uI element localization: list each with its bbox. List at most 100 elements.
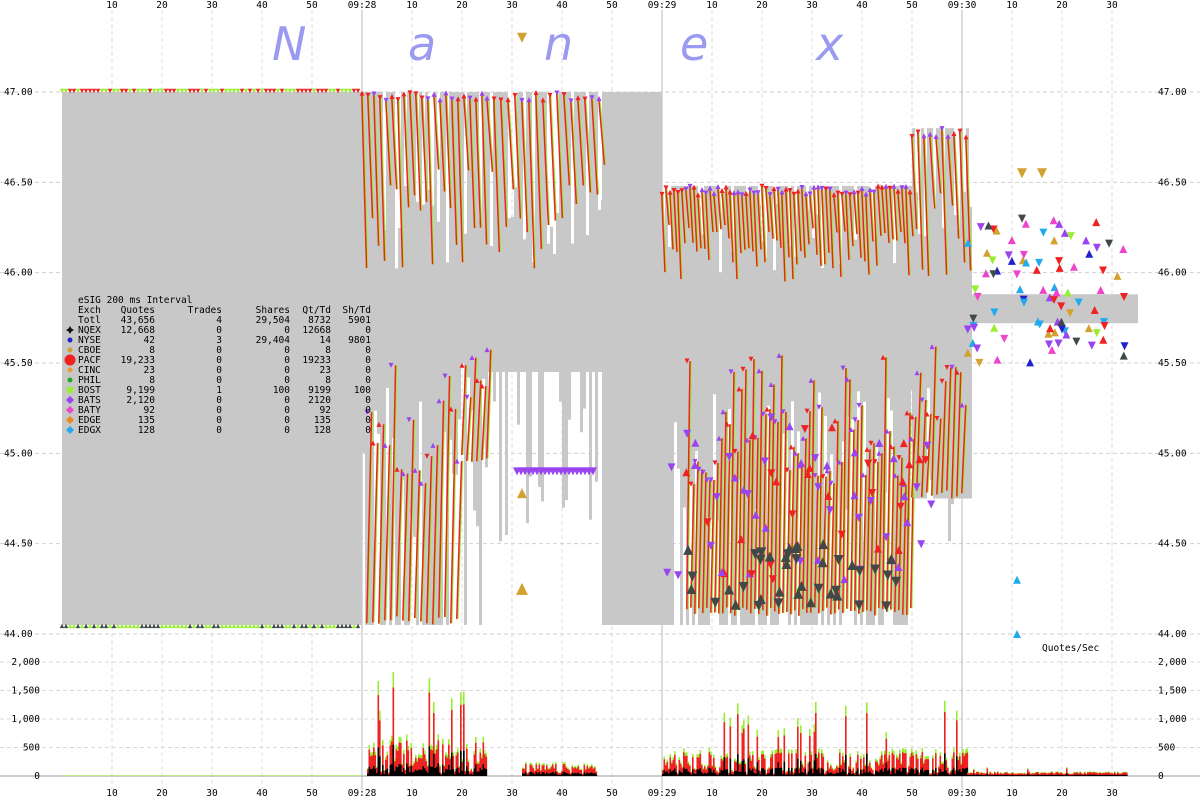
qps-bar: [899, 768, 901, 776]
quote-band-column: [749, 185, 752, 625]
quote-band-column: [674, 185, 677, 423]
qps-bar: [876, 771, 879, 776]
quote-sawtooth: [741, 194, 747, 250]
quote-band-column: [872, 239, 875, 625]
qps-bar: [232, 775, 234, 776]
stats-cell-trades: 1: [216, 385, 222, 396]
quote-marker: [835, 190, 841, 196]
quote-sawtooth: [367, 412, 374, 624]
qps-bar: [663, 770, 666, 776]
qps-bar: [801, 764, 804, 776]
qps-bar: [326, 775, 328, 776]
qps-bar: [479, 767, 482, 776]
qps-bar: [367, 769, 369, 776]
quote-marker: [963, 348, 972, 357]
quote-sawtooth: [932, 346, 938, 496]
qps-bar: [845, 754, 847, 776]
stats-cell-qttd: 8: [325, 345, 331, 356]
quote-sawtooth: [858, 193, 863, 258]
qps-bar: [76, 775, 78, 776]
bid-quote-marker: [199, 623, 205, 629]
qps-bar: [806, 773, 808, 776]
quote-sawtooth: [818, 186, 823, 266]
quote-band-column: [455, 92, 458, 475]
nqex-quote-marker: [796, 580, 807, 591]
qps-bar: [437, 763, 440, 776]
qps-bar: [82, 775, 84, 776]
quote-band-column: [473, 92, 476, 511]
quote-band-column: [589, 92, 592, 520]
qps-bar: [577, 766, 580, 776]
qps-bar: [583, 765, 586, 776]
qps-bar: [776, 767, 778, 776]
bats-quote-marker: [589, 467, 597, 476]
quote-band-column: [544, 92, 547, 373]
ask-quote-marker: [131, 88, 137, 94]
bats-quote-marker: [760, 457, 769, 466]
qps-bar: [921, 767, 924, 776]
quote-marker: [683, 186, 689, 192]
qps-bar: [734, 761, 736, 776]
qps-bar: [571, 772, 574, 776]
quote-marker: [712, 460, 718, 466]
qps-bar: [1126, 774, 1128, 776]
quote-band-column: [547, 243, 550, 373]
qps-bar: [908, 772, 910, 776]
quote-sawtooth: [452, 99, 459, 245]
qps-bar: [1015, 775, 1017, 776]
quote-band-column: [746, 193, 749, 625]
ask-quote-marker: [75, 88, 81, 94]
qps-bar: [720, 769, 723, 776]
qps-bar: [360, 775, 362, 776]
quote-sawtooth: [886, 186, 891, 243]
qps-bar: [525, 764, 527, 776]
qps-bar: [896, 769, 898, 776]
stats-cell-qttd: 19233: [302, 355, 331, 366]
qps-bar: [819, 768, 822, 776]
qps-bar: [782, 774, 784, 776]
quote-band-column: [377, 92, 380, 434]
qps-bar: [416, 770, 419, 776]
qps-bar: [992, 773, 995, 776]
quote-band-column: [389, 92, 392, 625]
qps-bar: [466, 766, 468, 776]
qps-bar: [795, 767, 798, 776]
qps-bar: [1019, 773, 1022, 776]
qps-bar: [951, 758, 954, 776]
qps-bar: [370, 769, 372, 776]
qps-bar: [176, 775, 178, 776]
qps-bar: [773, 773, 775, 776]
quote-sawtooth: [782, 411, 788, 613]
qps-bar: [1043, 774, 1046, 776]
qps-bar: [1025, 774, 1028, 776]
quote-band-column: [571, 243, 574, 373]
quote-marker: [412, 467, 418, 473]
nqex-quote-marker: [870, 564, 881, 575]
qps-bar: [228, 775, 230, 776]
quote-sawtooth: [758, 370, 764, 615]
quote-sawtooth: [415, 93, 422, 211]
price-tick-left: 46.00: [4, 268, 33, 279]
qps-bar: [564, 764, 566, 776]
quote-sawtooth: [557, 93, 565, 219]
qps-bar: [595, 774, 598, 776]
quote-sawtooth: [578, 97, 586, 186]
stats-cell-exch: PHIL: [78, 375, 101, 386]
quote-sawtooth: [761, 186, 767, 263]
qps-bar: [1001, 773, 1004, 776]
quote-sawtooth: [911, 416, 917, 498]
quote-marker: [568, 98, 574, 104]
quote-sawtooth: [444, 376, 451, 617]
qps-bar: [576, 768, 578, 776]
quote-marker: [764, 406, 770, 412]
qps-bar: [932, 769, 934, 776]
qps-bar: [680, 763, 682, 776]
qps-bar: [1103, 774, 1106, 776]
quote-sawtooth: [746, 193, 751, 249]
qps-bar: [220, 775, 222, 776]
ask-quote-marker: [83, 88, 89, 94]
qps-bar: [553, 773, 556, 776]
quote-sawtooth: [935, 136, 942, 194]
quote-sawtooth: [916, 372, 922, 491]
qps-bar: [824, 775, 826, 776]
